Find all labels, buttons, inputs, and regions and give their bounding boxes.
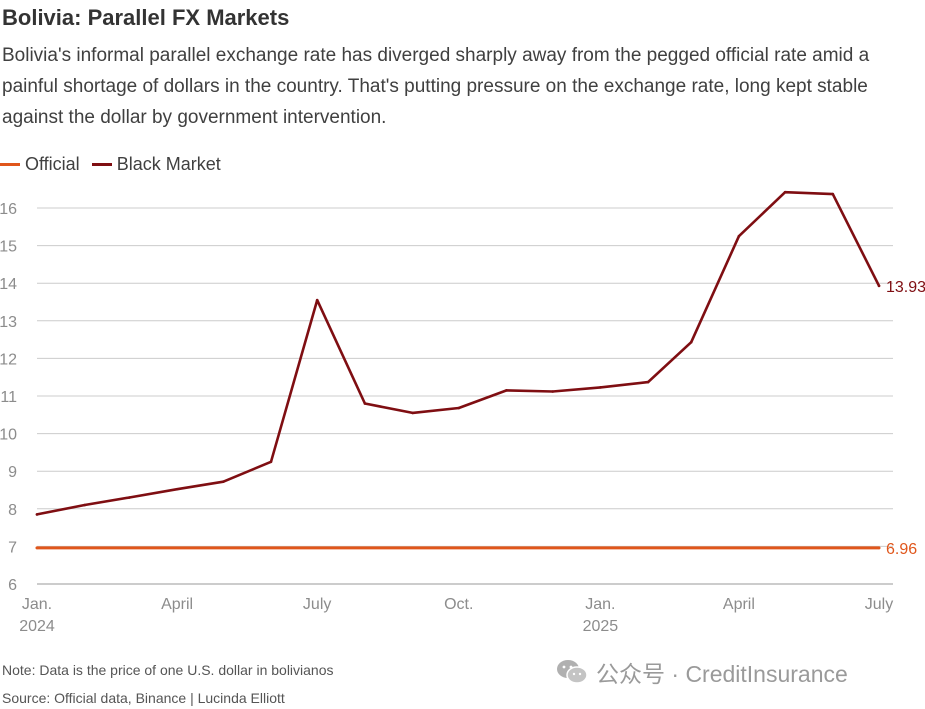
data-point-black-market xyxy=(599,386,602,389)
y-tick-label: 9 xyxy=(8,464,17,481)
y-tick-label: 15 xyxy=(0,239,17,256)
data-point-black-market xyxy=(551,390,554,393)
data-point-black-market xyxy=(221,480,225,484)
y-tick-label: 13 xyxy=(0,314,17,331)
y-tick-label: 11 xyxy=(0,389,17,406)
data-point-black-market xyxy=(646,380,650,384)
x-tick-label: April xyxy=(723,596,755,613)
data-point-black-market xyxy=(737,234,741,238)
y-tick-label: 16 xyxy=(0,201,17,218)
y-tick-label: 12 xyxy=(0,351,17,368)
data-point-official xyxy=(877,546,881,550)
y-tick-label: 8 xyxy=(8,502,17,519)
end-label-official: 6.96 xyxy=(886,541,917,558)
data-point-black-market xyxy=(83,503,87,507)
y-tick-label: 7 xyxy=(8,539,17,556)
chart-title: Bolivia: Parallel FX Markets xyxy=(2,5,290,30)
data-point-black-market xyxy=(269,460,273,464)
x-tick-label: Jan. xyxy=(585,596,615,613)
data-point-black-market xyxy=(877,284,881,288)
data-point-black-market xyxy=(315,298,319,302)
legend-swatch-black-market xyxy=(91,162,112,166)
data-point-black-market xyxy=(457,406,461,410)
watermark-text: 公众号 · CreditInsurance xyxy=(596,661,848,687)
legend-label-black-market: Black Market xyxy=(116,153,221,174)
legend-swatch-official xyxy=(0,162,20,166)
series-line-black-market xyxy=(35,190,881,516)
data-point-black-market xyxy=(175,487,179,491)
line-chart: 6 7 8 9 10 11 12 13 14 15 16 Jan. 2024 April July Oct. J… xyxy=(0,190,925,635)
legend-item-official: Official xyxy=(0,154,80,175)
data-point-black-market xyxy=(783,190,787,194)
data-point-black-market xyxy=(128,496,131,499)
data-point-black-market xyxy=(505,389,508,392)
y-tick-label: 14 xyxy=(0,276,17,293)
x-tick-year-label: 2024 xyxy=(19,618,55,635)
watermark: 公众号 · CreditInsurance xyxy=(556,655,848,689)
legend-item-black-market: Black Market xyxy=(91,153,221,175)
x-tick-year-label: 2025 xyxy=(583,618,619,635)
y-tick-label: 6 xyxy=(8,577,17,594)
data-point-official xyxy=(35,546,39,550)
x-tick-label: Oct. xyxy=(444,596,473,613)
data-point-black-market xyxy=(411,411,414,415)
wechat-icon xyxy=(557,660,588,684)
chart-subtitle: Bolivia's informal parallel exchange rat… xyxy=(2,45,870,128)
chart-note: Note: Data is the price of one U.S. doll… xyxy=(2,662,334,678)
y-tick-label: 10 xyxy=(0,427,17,444)
x-tick-label: April xyxy=(161,596,193,613)
chart-source: Source: Official data, Binance | Lucinda… xyxy=(2,690,285,706)
data-point-black-market xyxy=(689,340,693,344)
chart-legend: Official Black Market xyxy=(0,152,233,176)
x-tick-label: Jan. xyxy=(22,596,52,613)
end-label-black-market: 13.93 xyxy=(886,279,925,296)
data-point-black-market xyxy=(831,192,835,196)
x-tick-label: July xyxy=(865,596,893,613)
x-tick-label: July xyxy=(303,596,331,613)
data-point-black-market xyxy=(363,402,367,405)
data-point-black-market xyxy=(35,513,39,516)
legend-label-official: Official xyxy=(25,153,80,174)
